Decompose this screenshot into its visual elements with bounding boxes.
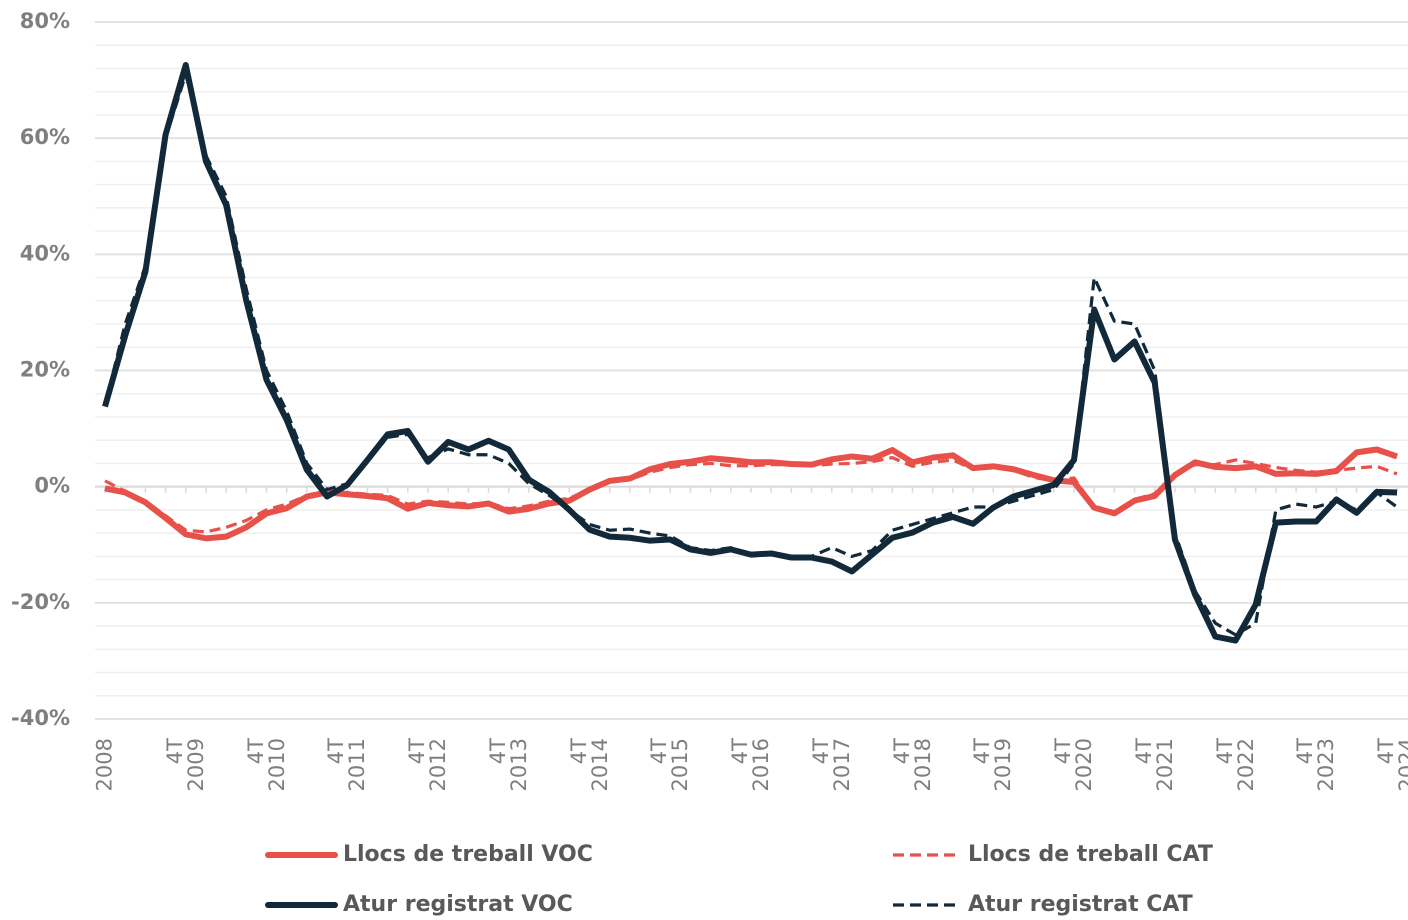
x-tick-label: 4T 2013	[485, 738, 531, 792]
y-tick-label: 80%	[20, 9, 70, 33]
x-tick-label: 4T 2024	[1374, 738, 1408, 792]
y-tick-label: 20%	[20, 358, 70, 382]
legend-label: Atur registrat VOC	[343, 892, 573, 917]
x-tick-label: 4T 2012	[405, 738, 450, 792]
y-tick-label: -40%	[11, 706, 70, 730]
y-tick-label: 40%	[20, 241, 70, 265]
series-line	[104, 456, 1398, 534]
x-tick-label: 4T 2022	[1212, 738, 1258, 792]
y-tick-label: 0%	[34, 474, 70, 498]
x-tick-label: 4T 2014	[566, 738, 612, 792]
x-tick-label: 4T 2011	[324, 738, 370, 792]
x-tick-label: 4T 2016	[728, 738, 773, 792]
x-tick-label: 4T 2010	[243, 738, 289, 792]
legend-label: Llocs de treball VOC	[343, 842, 593, 867]
y-tick-label: 60%	[20, 125, 70, 149]
x-tick-label: 4T 2023	[1293, 738, 1339, 792]
series-line	[102, 61, 1398, 644]
x-tick-label: 4T 2020	[1051, 738, 1096, 792]
legend-label: Atur registrat CAT	[968, 892, 1193, 917]
y-tick-label: -20%	[11, 590, 70, 614]
x-tick-label: 4T 2015	[647, 738, 693, 792]
x-tick-label: 2008	[92, 738, 117, 792]
x-tick-label: 4T 2021	[1131, 738, 1177, 792]
series-line	[103, 72, 1398, 637]
x-tick-label: 4T 2009	[162, 738, 208, 792]
legend-label: Llocs de treball CAT	[968, 842, 1213, 867]
x-tick-label: 4T 2017	[808, 738, 854, 792]
x-tick-label: 4T 2019	[970, 738, 1016, 792]
x-tick-label: 4T 2018	[889, 738, 935, 792]
